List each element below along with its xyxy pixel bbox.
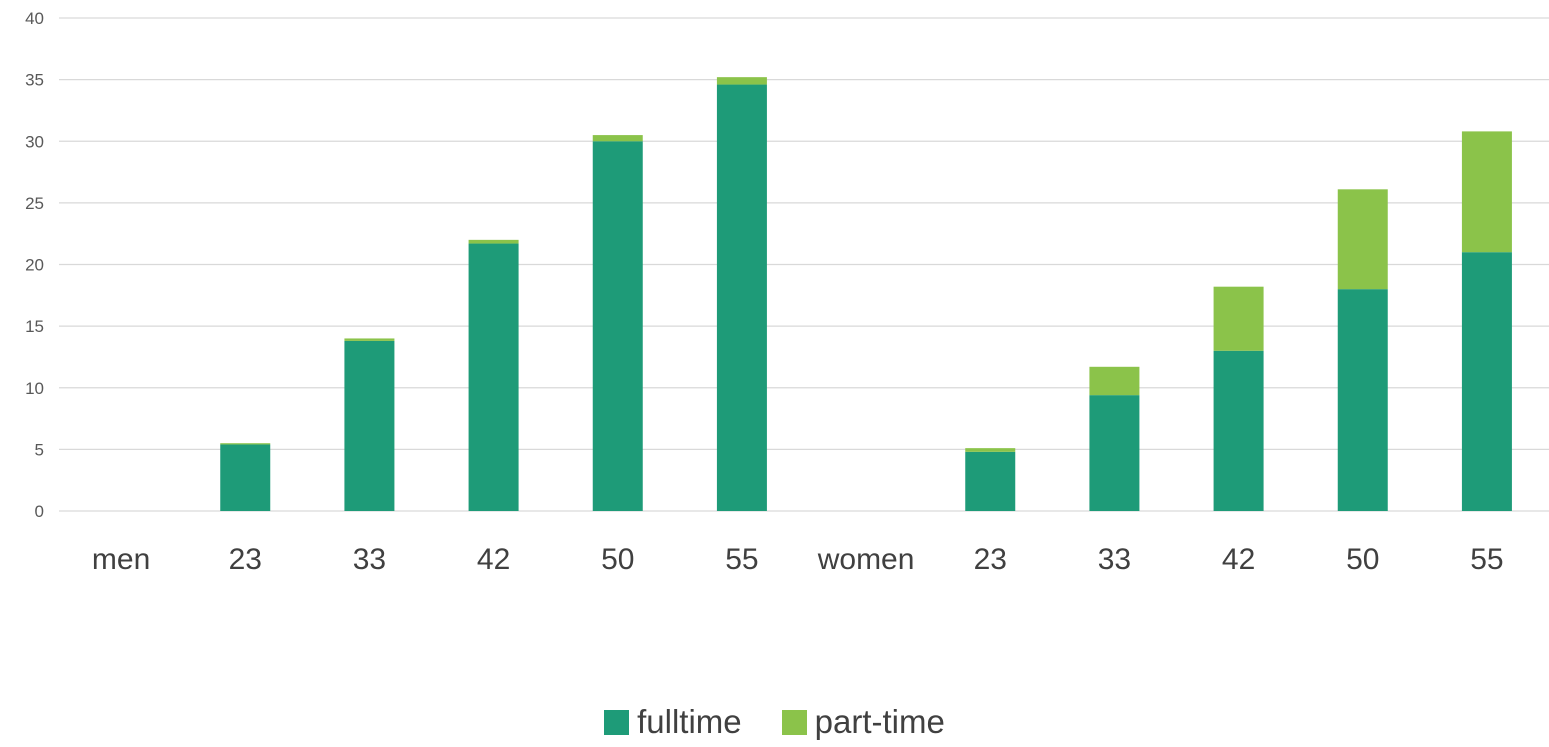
- bar-part-time-8: [1089, 366, 1140, 396]
- bar-fulltime-11: [1461, 252, 1512, 512]
- x-tick-label-8: 33: [1098, 543, 1131, 576]
- bar-fulltime-7: [965, 451, 1016, 511]
- bar-part-time-10: [1337, 189, 1388, 290]
- bar-part-time-7: [965, 448, 1016, 452]
- bar-fulltime-2: [344, 340, 395, 511]
- legend: fulltime part-time: [0, 703, 1549, 741]
- bar-part-time-5: [716, 77, 767, 85]
- legend-item-part-time: part-time: [781, 703, 945, 741]
- y-tick-label-25: 25: [25, 194, 44, 213]
- bar-fulltime-9: [1213, 350, 1264, 511]
- x-tick-label-6: women: [817, 543, 915, 576]
- y-tick-label-15: 15: [25, 317, 44, 336]
- x-tick-label-4: 50: [601, 543, 634, 576]
- bar-fulltime-5: [716, 84, 767, 512]
- x-tick-label-5: 55: [725, 543, 758, 576]
- bar-fulltime-1: [220, 444, 271, 511]
- x-tick-label-2: 33: [353, 543, 386, 576]
- y-tick-label-20: 20: [25, 256, 44, 275]
- y-tick-label-40: 40: [25, 9, 44, 28]
- legend-swatch-part-time: [781, 709, 807, 735]
- y-axis-tick-labels: 0 5 10 15 20 25 30 35 40: [25, 9, 44, 521]
- x-tick-label-0: men: [92, 543, 150, 576]
- y-tick-label-5: 5: [35, 440, 44, 459]
- y-tick-label-10: 10: [25, 379, 44, 398]
- legend-label-part-time: part-time: [814, 703, 945, 740]
- x-tick-label-3: 42: [477, 543, 510, 576]
- bar-part-time-11: [1461, 131, 1512, 253]
- bar-part-time-3: [468, 239, 519, 244]
- bar-part-time-1: [220, 443, 271, 445]
- bar-fulltime-3: [468, 243, 519, 512]
- y-tick-label-0: 0: [35, 502, 44, 521]
- legend-swatch-fulltime: [604, 709, 630, 735]
- gridlines: [59, 17, 1549, 512]
- legend-item-fulltime: fulltime: [604, 703, 742, 741]
- y-tick-label-35: 35: [25, 71, 44, 90]
- bar-part-time-4: [592, 135, 643, 142]
- x-tick-label-1: 23: [229, 543, 262, 576]
- y-tick-label-30: 30: [25, 132, 44, 151]
- bar-fulltime-10: [1337, 289, 1388, 511]
- x-tick-label-11: 55: [1470, 543, 1503, 576]
- bar-fulltime-8: [1089, 395, 1140, 511]
- bars: [220, 77, 1512, 512]
- x-tick-label-10: 50: [1346, 543, 1379, 576]
- bar-part-time-2: [344, 338, 395, 341]
- x-axis-tick-labels: men 23 33 42 50 55 women 23 33 42 50 55: [92, 543, 1504, 576]
- legend-label-fulltime: fulltime: [637, 703, 742, 740]
- x-tick-label-7: 23: [974, 543, 1007, 576]
- x-tick-label-9: 42: [1222, 543, 1255, 576]
- bar-fulltime-4: [592, 141, 643, 511]
- bar-part-time-9: [1213, 286, 1264, 351]
